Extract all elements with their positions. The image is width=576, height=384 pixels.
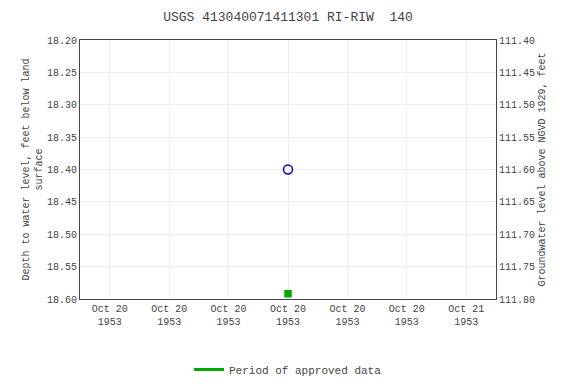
svg-text:111.65: 111.65 [499,197,535,208]
svg-text:111.50: 111.50 [499,100,535,111]
svg-text:Groundwater level above NGVD 1: Groundwater level above NGVD 1929, feet [537,52,548,286]
svg-text:18.30: 18.30 [47,100,77,111]
svg-text:111.75: 111.75 [499,262,535,273]
svg-text:111.40: 111.40 [499,36,535,47]
svg-text:18.50: 18.50 [47,230,77,241]
svg-text:18.45: 18.45 [47,197,77,208]
svg-text:Oct 201953: Oct 201953 [151,304,187,328]
svg-text:18.60: 18.60 [47,295,77,306]
svg-text:111.55: 111.55 [499,133,535,144]
svg-text:18.25: 18.25 [47,68,77,79]
svg-text:18.20: 18.20 [47,36,77,47]
svg-text:18.40: 18.40 [47,165,77,176]
svg-text:111.60: 111.60 [499,165,535,176]
svg-text:Oct 201953: Oct 201953 [389,304,425,328]
svg-text:Oct 201953: Oct 201953 [211,304,247,328]
svg-text:Oct 201953: Oct 201953 [92,304,128,328]
svg-text:18.55: 18.55 [47,262,77,273]
svg-text:111.45: 111.45 [499,68,535,79]
svg-text:18.35: 18.35 [47,133,77,144]
svg-text:USGS 413040071411301 RI-RIW 1: USGS 413040071411301 RI-RIW 140 [163,10,413,25]
svg-text:Oct 201953: Oct 201953 [329,304,365,328]
svg-text:Oct 211953: Oct 211953 [448,304,484,328]
svg-text:Period of approved data: Period of approved data [229,365,381,377]
svg-text:Depth to water level, feet bel: Depth to water level, feet below landsur… [21,58,45,280]
svg-text:111.80: 111.80 [499,295,535,306]
svg-text:111.70: 111.70 [499,230,535,241]
svg-text:Oct 201953: Oct 201953 [270,304,306,328]
